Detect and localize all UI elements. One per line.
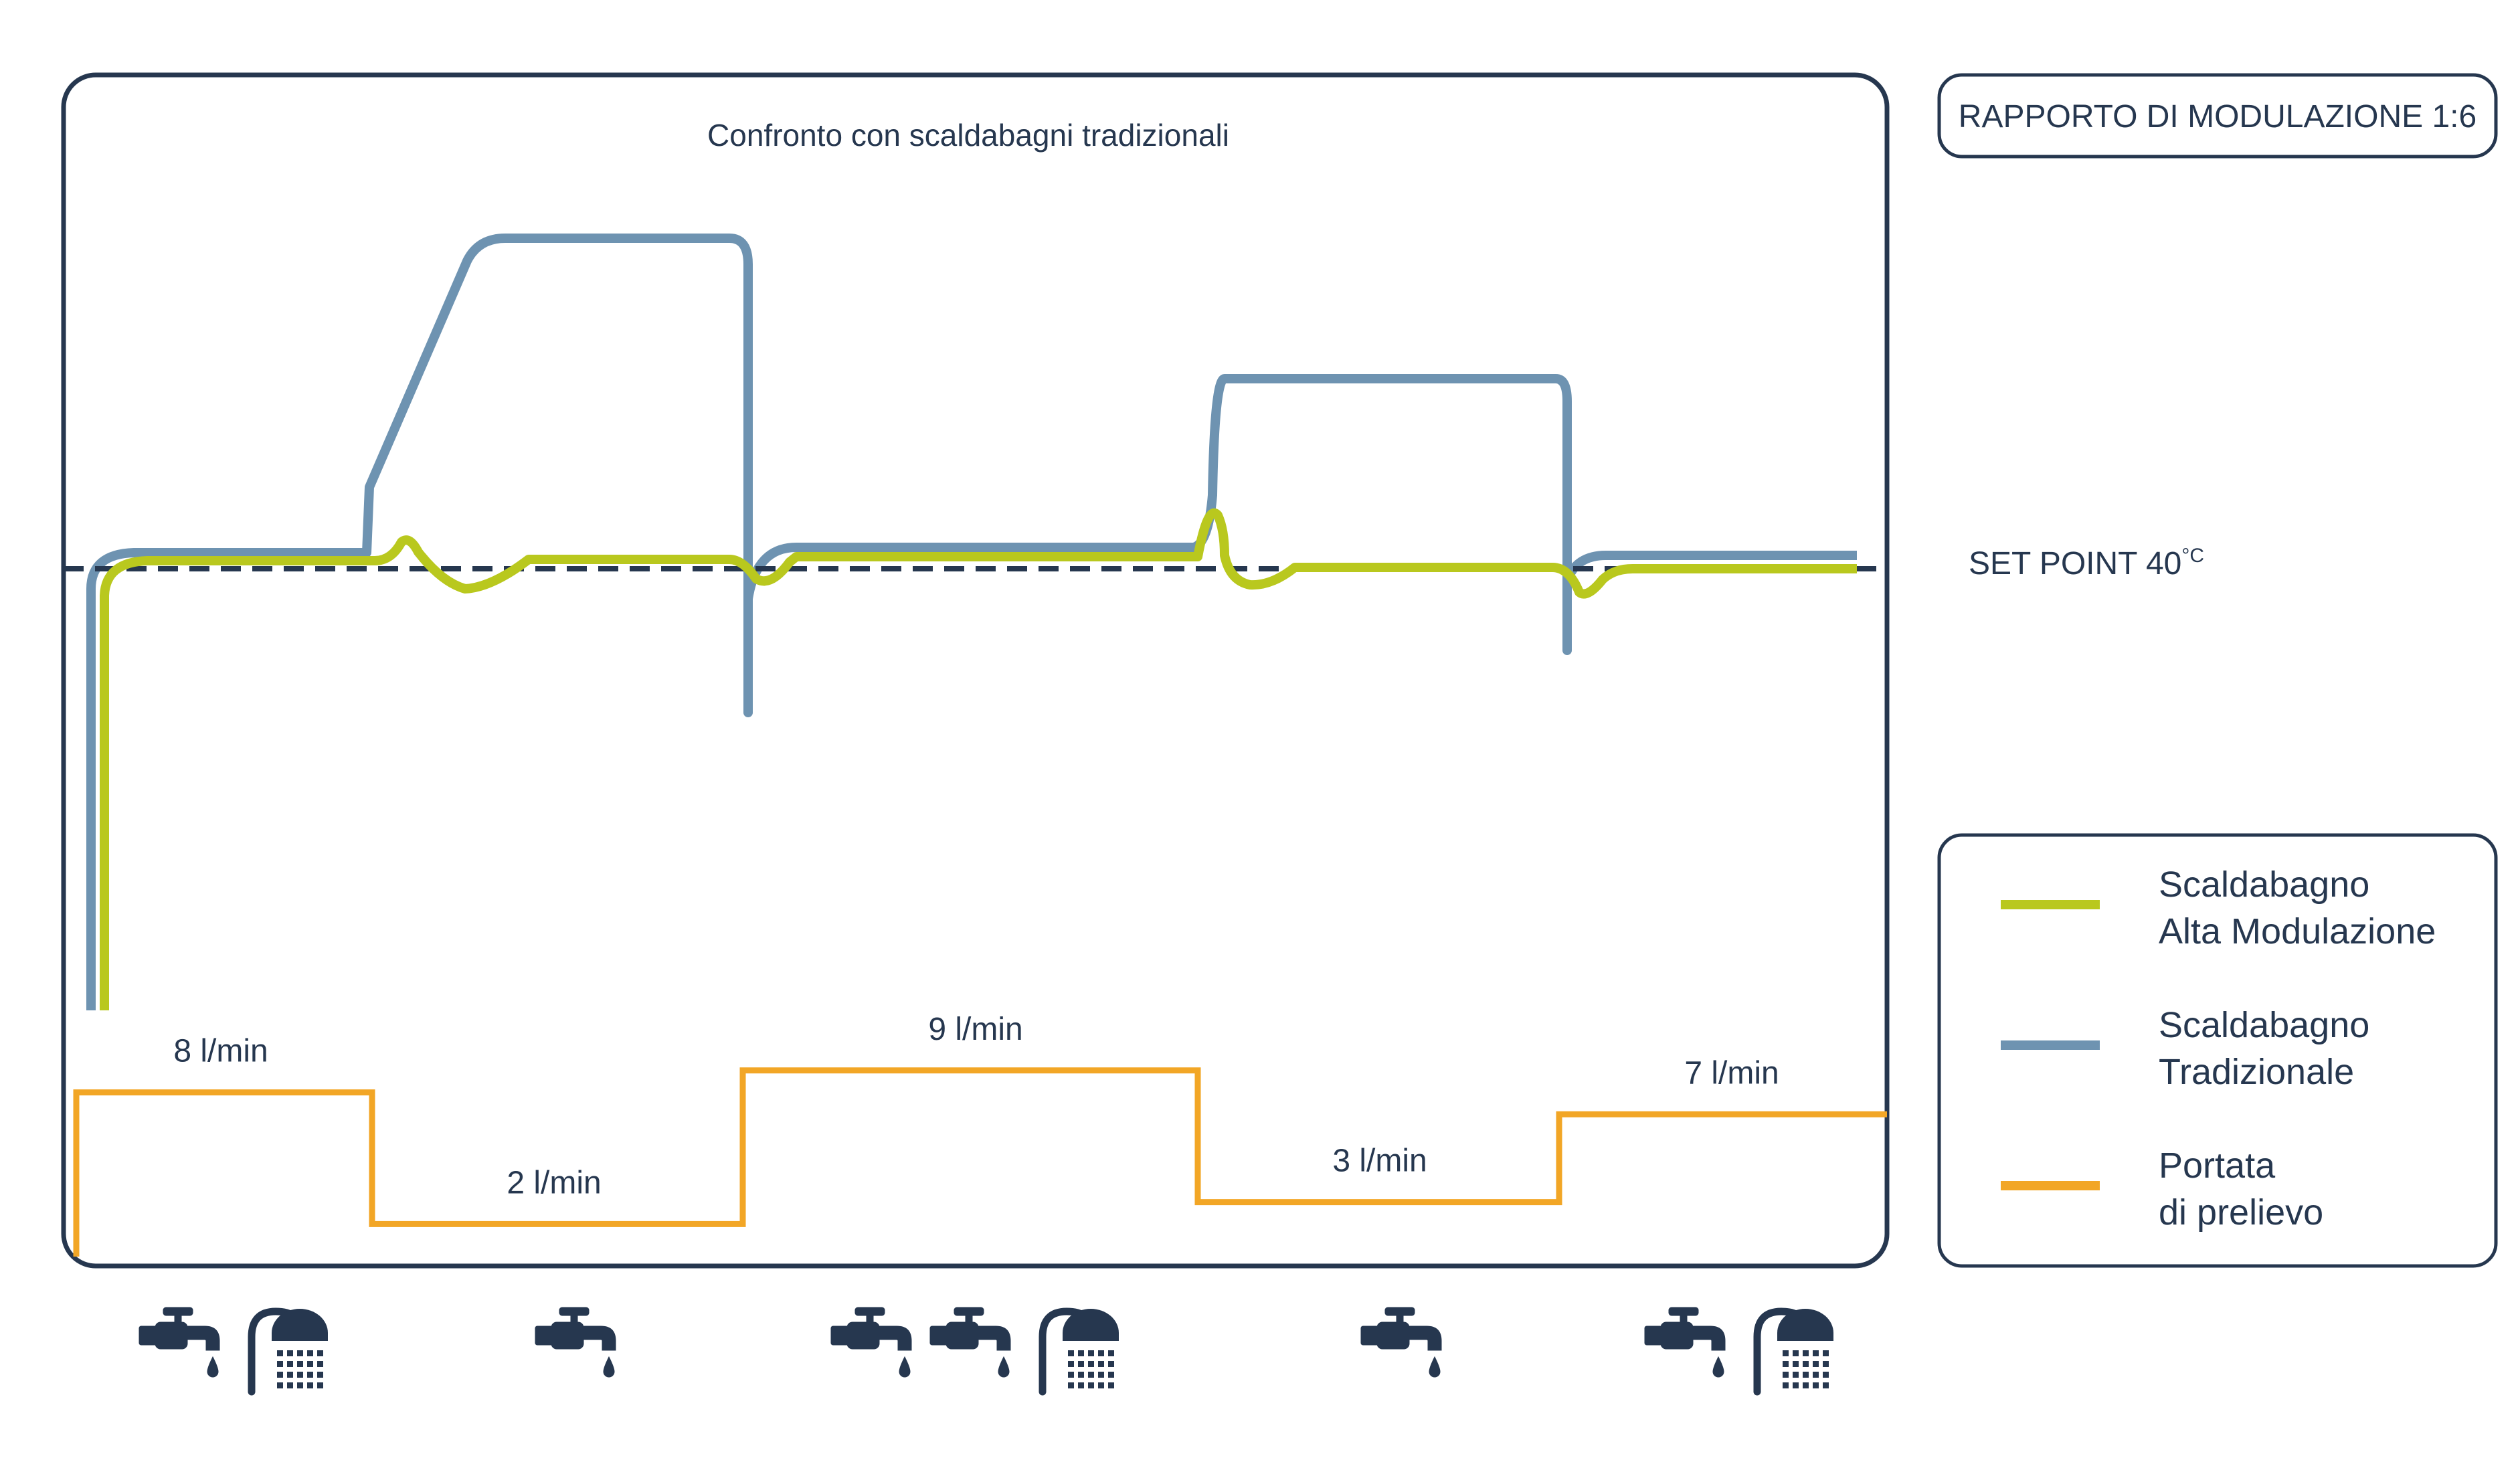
set-point-label: SET POINT 40°C [1969,545,2204,581]
series-line-portata [73,1067,1887,1257]
shower-icon [252,1309,328,1392]
flow-label-4: 3 l/min [1332,1144,1427,1179]
tap-icon [139,1307,220,1378]
legend-label-portata: Portata [2159,1146,2276,1186]
legend-label-trad: Tradizionale [2159,1052,2354,1092]
shower-icon [1757,1309,1833,1392]
modulation-label: RAPPORTO DI MODULAZIONE 1:6 [1959,99,2477,134]
legend-label-alta: Scaldabagno [2159,864,2369,905]
chart-title: Confronto con scaldabagni tradizionali [707,118,1229,153]
legend-label-portata: di prelievo [2159,1192,2323,1233]
tap-icon [535,1307,616,1378]
legend-box [1937,833,2498,1268]
flow-label-5: 7 l/min [1684,1055,1779,1091]
set-point-unit: °C [2181,545,2204,567]
modulation-box [1937,73,2498,159]
shower-icon [1043,1309,1119,1392]
tap-icon [830,1307,912,1378]
flow-label-2: 2 l/min [507,1165,601,1200]
tap-icon [929,1307,1011,1378]
legend: Scaldabagno Alta Modulazione Scaldabagno Tr… [2001,864,2436,1233]
series-line-tradizionale [86,234,1857,1010]
flow-label-1: 8 l/min [173,1034,268,1069]
usage-icons [139,1307,1833,1392]
flow-label-3: 9 l/min [928,1012,1022,1047]
flow-labels: 8 l/min 2 l/min 9 l/min 3 l/min 7 l/min [173,1012,1779,1201]
legend-label-alta: Alta Modulazione [2159,911,2436,951]
series-line-alta-modulazione [100,508,1857,1010]
tap-icon [1644,1307,1726,1378]
legend-label-trad: Scaldabagno [2159,1005,2369,1045]
set-point-text: SET POINT 40 [1969,546,2181,581]
chart-frame [61,72,1890,1269]
tap-icon [1360,1307,1442,1378]
